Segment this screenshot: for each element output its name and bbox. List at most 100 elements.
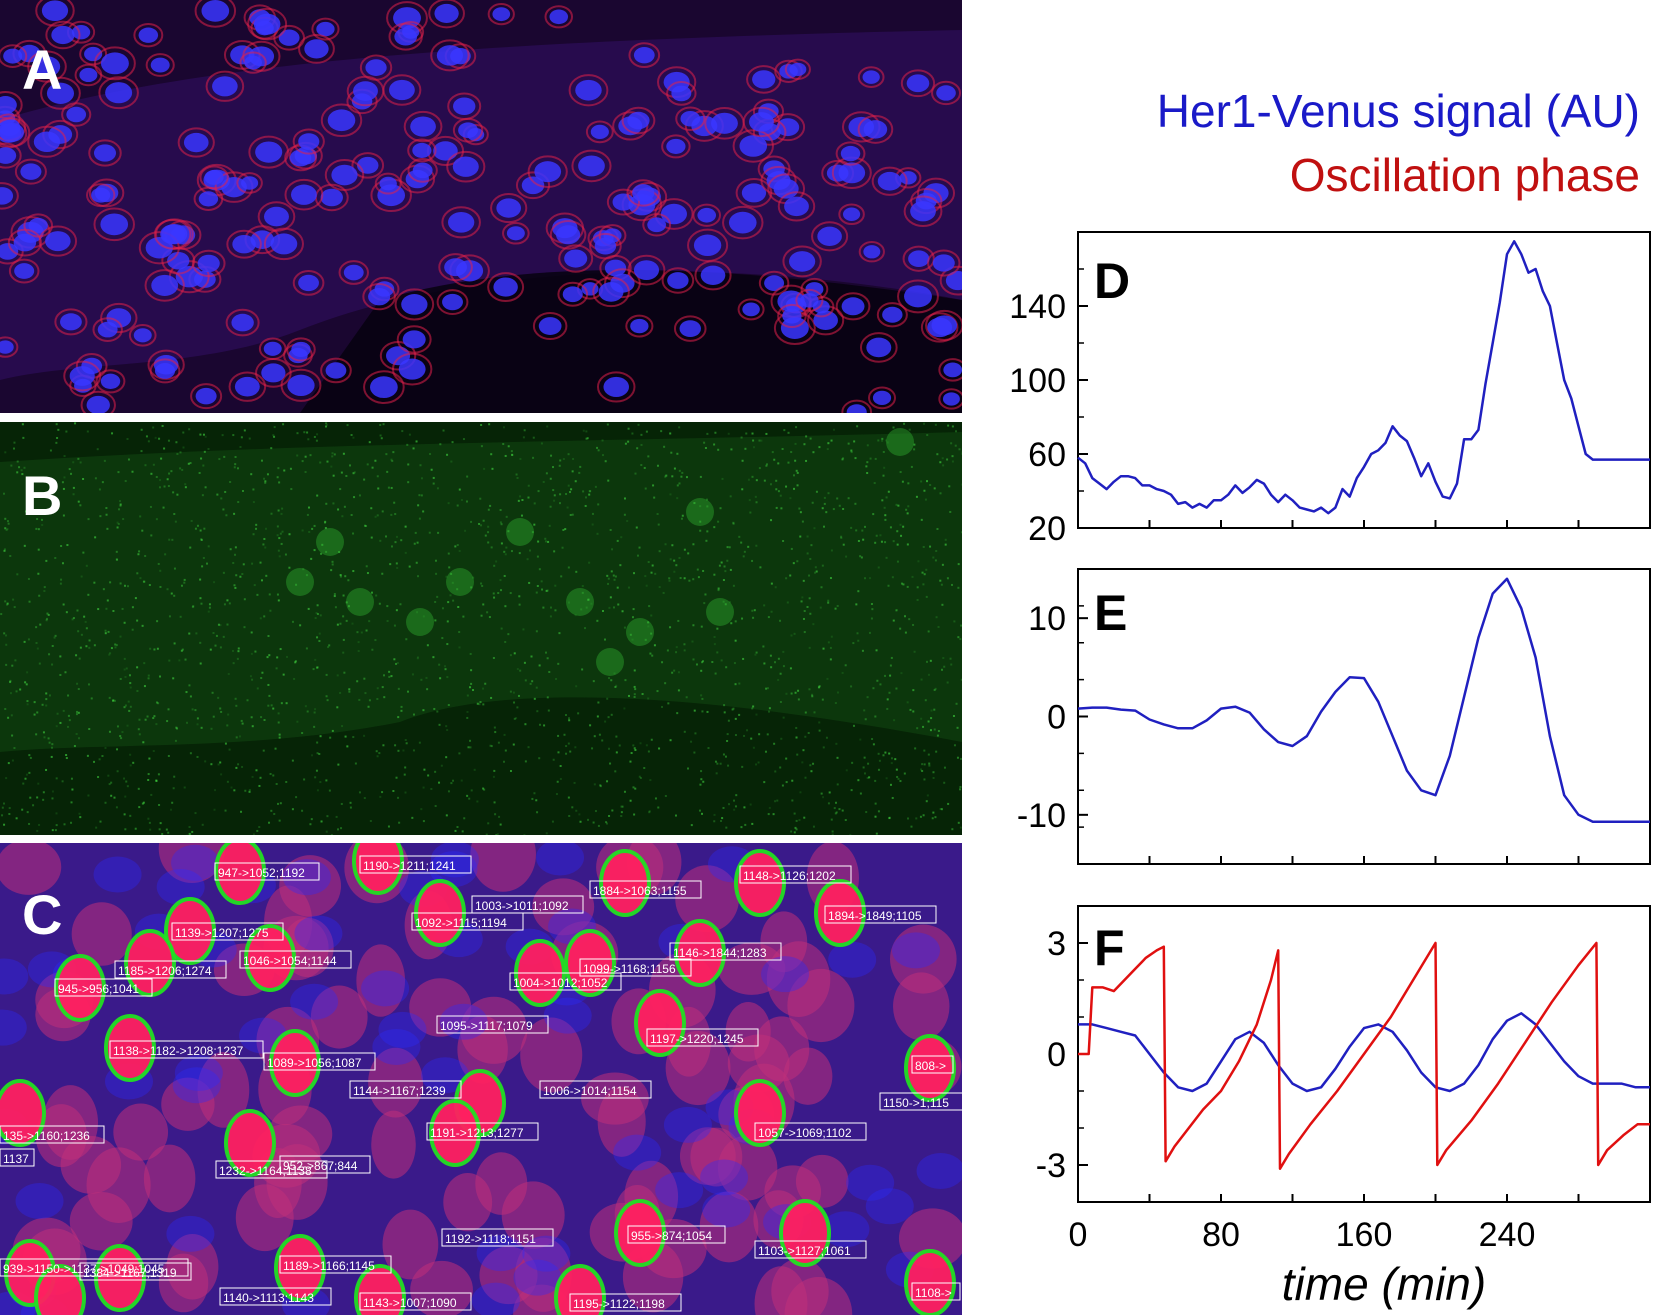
track-label-box [509,972,622,991]
y-tick-label: -10 [1017,797,1066,835]
track-label: 1108-> [915,1286,952,1300]
micrograph-panel-c: 947->1052;1192 1190->1211;1241 1884->1063;… [0,843,962,1315]
y-tick-label: 3 [1047,925,1066,963]
track-label-box [627,1225,726,1244]
track-label: 1191->1213;1277 [430,1126,524,1140]
series-line-1 [1078,1012,1650,1093]
cell-texture [0,0,962,413]
panel-label-a: A [22,38,63,101]
panel-label-f: F [1094,920,1125,976]
track-label: 1057->1069;1102 [758,1126,852,1140]
track-label-box [263,1052,376,1071]
track-label: 1095->1117;1079 [440,1019,533,1033]
track-labels: 947->1052;1192 1190->1211;1241 1884->1063;… [0,855,962,1312]
track-label-box [219,1287,332,1306]
plot-frame [1077,568,1651,865]
track-label: 135->1160;1236 [3,1129,90,1143]
track-label: 1146->1844;1283 [673,946,767,960]
y-tick-label: 100 [1009,362,1066,400]
track-label: 1092->1115;1194 [415,916,507,930]
track-label: 1089->1056;1087 [267,1056,362,1070]
chart-panel-d: 20 60 100 140 D [1009,231,1651,548]
track-label: 945->956;1041 [58,982,139,996]
track-label-box [539,1080,652,1099]
panel-label-c: C [22,883,63,946]
track-label-box [579,958,692,977]
y-tick-label: 20 [1028,510,1066,548]
track-label: 1185->1206;1274 [118,964,212,978]
track-label-box [436,1015,549,1034]
plot-frame [1077,231,1651,529]
track-label-box [411,912,524,931]
track-label-box [669,942,782,961]
track-label: 1189->1166;1145 [283,1259,375,1273]
track-label: 955->874;1054 [631,1229,712,1243]
track-label-box [114,960,227,979]
track-label: 1138->1182->1208;1237 [113,1044,244,1058]
micrograph-c-image: 947->1052;1192 1190->1211;1241 1884->1063;… [0,843,962,1315]
track-label: 1143->1007;1090 [363,1296,457,1310]
track-label: 1103->1127;1061 [758,1244,851,1258]
track-label-box [754,1122,867,1141]
track-label-box [0,1148,35,1167]
track-label: 1192->1118;1151 [445,1232,536,1246]
tracked-nuclei-layer [0,843,962,1315]
track-label: 1148->1126;1202 [743,869,836,883]
track-label: 1884->1063;1155 [593,884,687,898]
track-label: 1894->1849;1105 [828,909,922,923]
track-label-box [279,1255,392,1274]
track-label-box [79,1262,192,1281]
y-tick-label: 10 [1028,600,1066,638]
x-tick-label: 80 [1202,1216,1240,1254]
track-label-box [109,1040,264,1059]
panel-label-e: E [1094,585,1127,641]
series-line-1 [1077,240,1650,515]
y-tick-label: -3 [1036,1147,1066,1185]
track-label: 1139->1207;1275 [175,926,269,940]
series-line-2 [1078,941,1650,1170]
track-label-box [279,1155,371,1174]
micrograph-panel-b: B [0,422,962,835]
green-speckle [0,422,962,835]
track-label: 939->1150->1137->1049;1045 [3,1262,165,1276]
track-label-box [359,1292,472,1311]
chart-panel-e: -10 0 10 E [1017,568,1651,865]
track-label: 808-> [915,1059,946,1073]
track-label-box [441,1228,554,1247]
track-label: 1046->1054;1144 [243,954,337,968]
track-label-box [214,862,320,881]
micrograph-panel-a: A [0,0,962,413]
track-label-box [911,1055,954,1074]
y-tick-label: 140 [1009,288,1066,326]
legend-phase: Oscillation phase [1289,149,1640,201]
micrograph-a-image [0,0,962,413]
y-tick-label: 60 [1028,436,1066,474]
track-label: 1232->1164;1138 [219,1164,312,1178]
track-label: 1006->1014;1154 [543,1084,637,1098]
series-line-1 [1077,577,1650,823]
track-label: 952->867;844 [283,1159,358,1173]
x-tick-label: 0 [1069,1216,1088,1254]
track-label-box [646,1028,759,1047]
track-label: 1190->1211;1241 [363,859,456,873]
track-label-box [754,1240,867,1259]
x-tick-label: 240 [1479,1216,1536,1254]
track-label: 1140->1113;1143 [223,1291,314,1305]
track-label-box [589,880,702,899]
x-tick-label: 160 [1336,1216,1393,1254]
track-label: 1003->1011;1092 [475,899,569,913]
track-label-box [215,1160,328,1179]
panel-label-d: D [1094,253,1130,309]
track-label: 1144->1167;1239 [353,1084,446,1098]
y-tick-label: 0 [1047,1036,1066,1074]
track-label-box [879,1092,962,1111]
track-label-box [739,865,852,884]
track-label-box [349,1080,462,1099]
track-label: 1004->1012;1052 [513,976,608,990]
track-label: 1197->1220;1245 [650,1032,744,1046]
track-label-box [0,1125,105,1144]
panel-label-b: B [22,464,63,527]
track-label: 1150->1;115 [883,1096,949,1110]
